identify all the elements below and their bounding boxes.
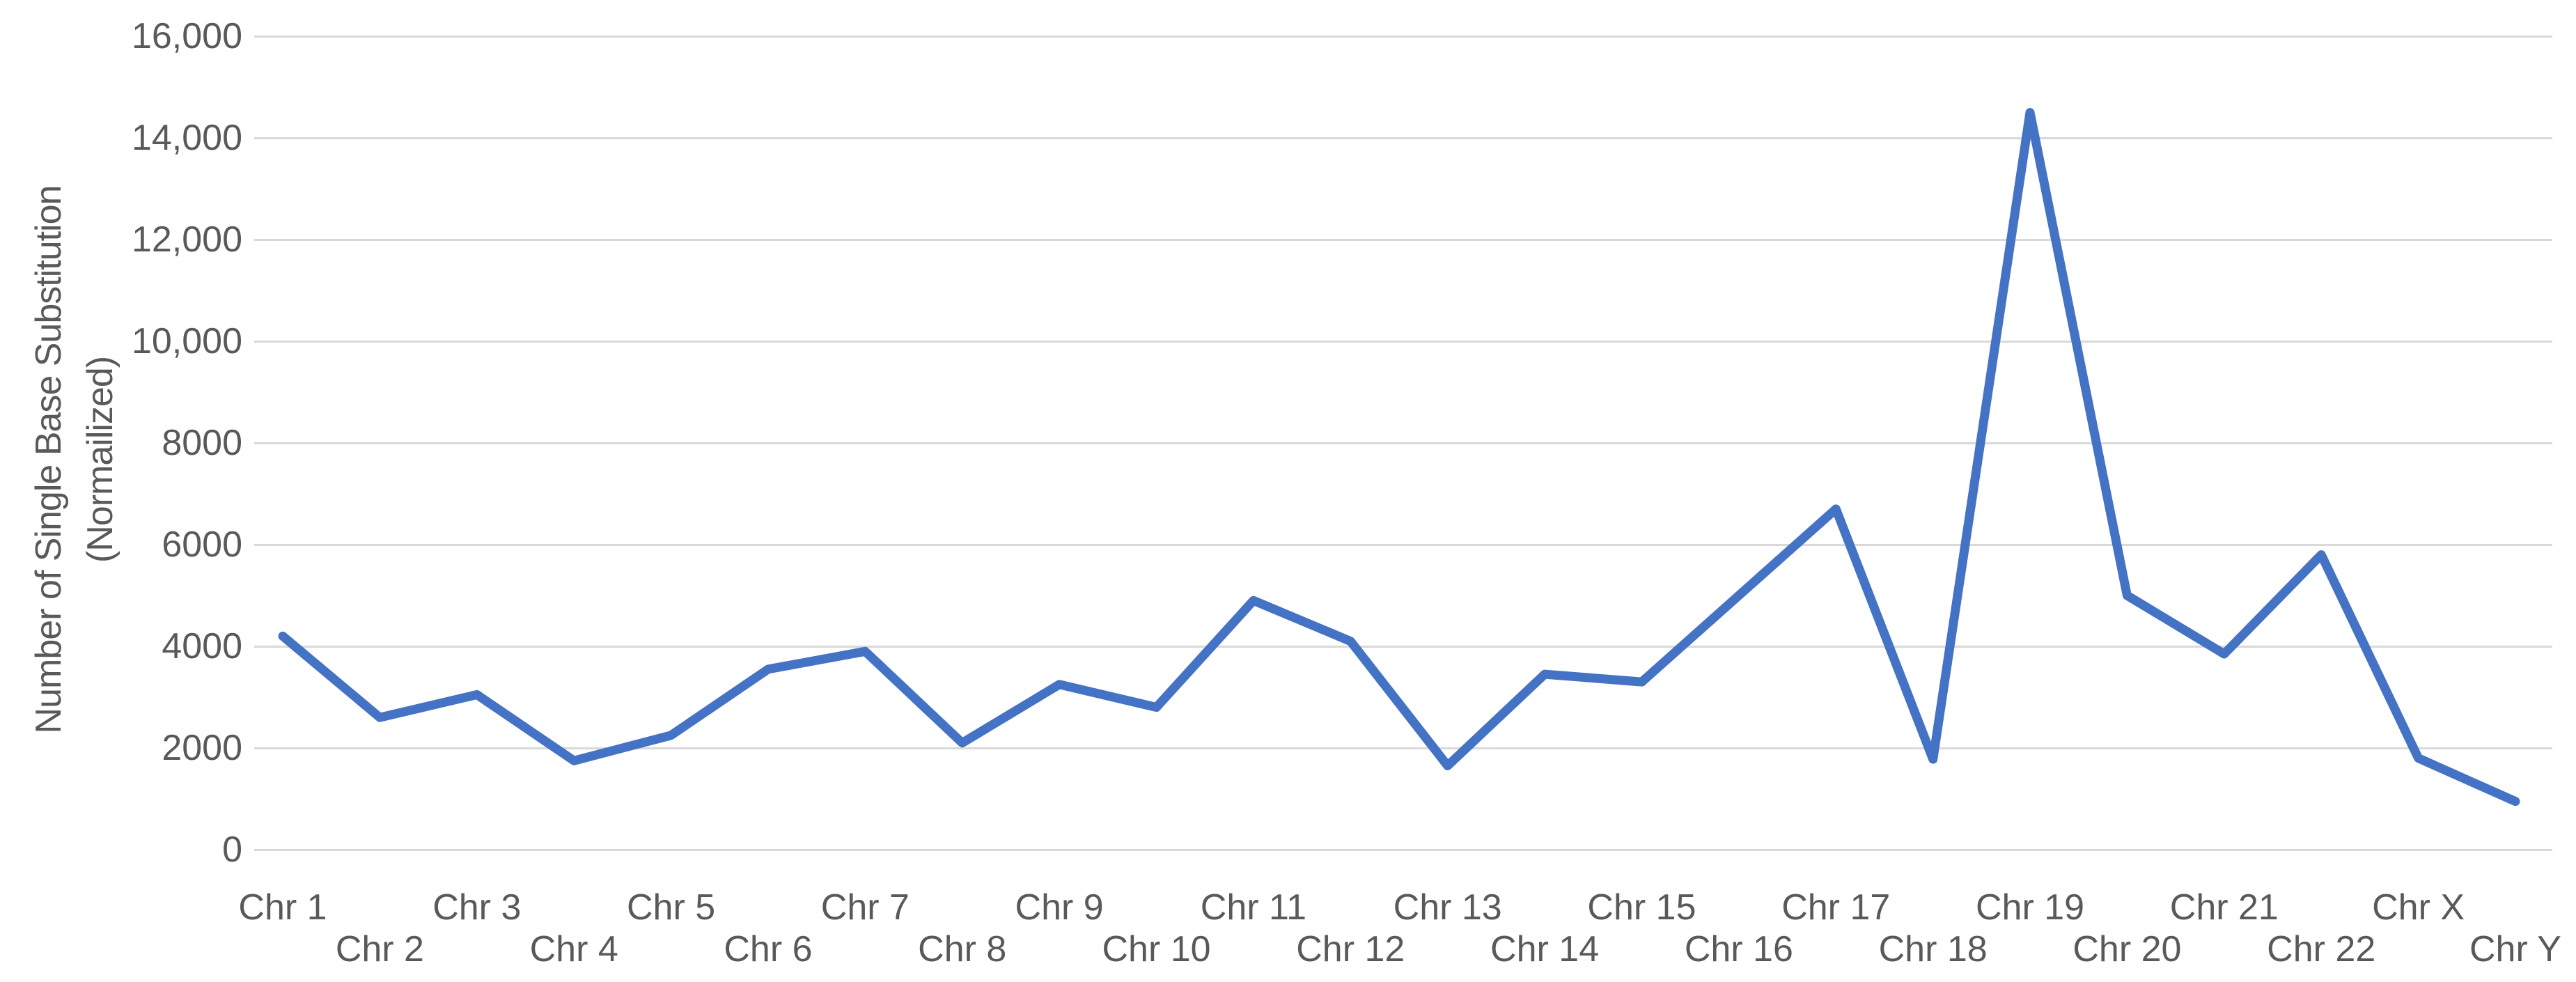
x-category-label: Chr 22 <box>2267 929 2376 969</box>
x-category-label: Chr 13 <box>1393 887 1502 928</box>
x-category-label: Chr 10 <box>1102 929 1211 969</box>
y-axis-title-line-2: (Normailized) <box>80 356 120 563</box>
y-tick-label: 16,000 <box>131 16 242 56</box>
x-category-label: Chr 14 <box>1490 929 1600 969</box>
gridline <box>254 747 2552 749</box>
gridline <box>254 848 2552 851</box>
y-axis-title: Number of Single Base Substitution (Norm… <box>23 186 126 734</box>
gridline <box>254 543 2552 546</box>
x-category-label: Chr 7 <box>820 887 910 928</box>
x-category-label: Chr Y <box>2469 929 2561 969</box>
x-category-label: Chr 9 <box>1015 887 1104 928</box>
x-category-label: Chr 16 <box>1684 929 1793 969</box>
x-category-label: Chr 5 <box>626 887 716 928</box>
x-category-label: Chr 1 <box>238 887 327 928</box>
y-tick-label: 12,000 <box>131 219 242 260</box>
gridline <box>254 238 2552 241</box>
x-category-label: Chr 21 <box>2169 887 2279 928</box>
y-tick-label: 0 <box>222 829 242 870</box>
x-category-label: Chr 3 <box>432 887 522 928</box>
x-category-label: Chr 4 <box>529 929 618 969</box>
x-category-label: Chr 15 <box>1587 887 1696 928</box>
gridline <box>254 645 2552 648</box>
x-category-label: Chr 2 <box>335 929 424 969</box>
x-category-label: Chr 19 <box>1975 887 2085 928</box>
x-category-label: Chr X <box>2372 887 2465 928</box>
x-category-label: Chr 20 <box>2072 929 2182 969</box>
gridline <box>254 340 2552 343</box>
x-category-label: Chr 8 <box>918 929 1007 969</box>
y-axis-title-line-1: Number of Single Base Substitution <box>29 185 69 734</box>
x-category-label: Chr 17 <box>1781 887 1891 928</box>
gridline <box>254 137 2552 139</box>
x-category-label: Chr 11 <box>1200 887 1307 928</box>
y-tick-label: 4000 <box>162 626 242 667</box>
series-line <box>278 108 2520 806</box>
gridline <box>254 35 2552 38</box>
x-category-label: Chr 6 <box>724 929 813 969</box>
y-tick-label: 6000 <box>162 524 242 565</box>
y-tick-label: 8000 <box>162 423 242 463</box>
y-tick-label: 10,000 <box>131 321 242 361</box>
y-tick-label: 14,000 <box>131 118 242 158</box>
y-tick-label: 2000 <box>162 728 242 768</box>
x-category-label: Chr 18 <box>1878 929 1988 969</box>
x-category-label: Chr 12 <box>1296 929 1405 969</box>
gridline <box>254 442 2552 444</box>
